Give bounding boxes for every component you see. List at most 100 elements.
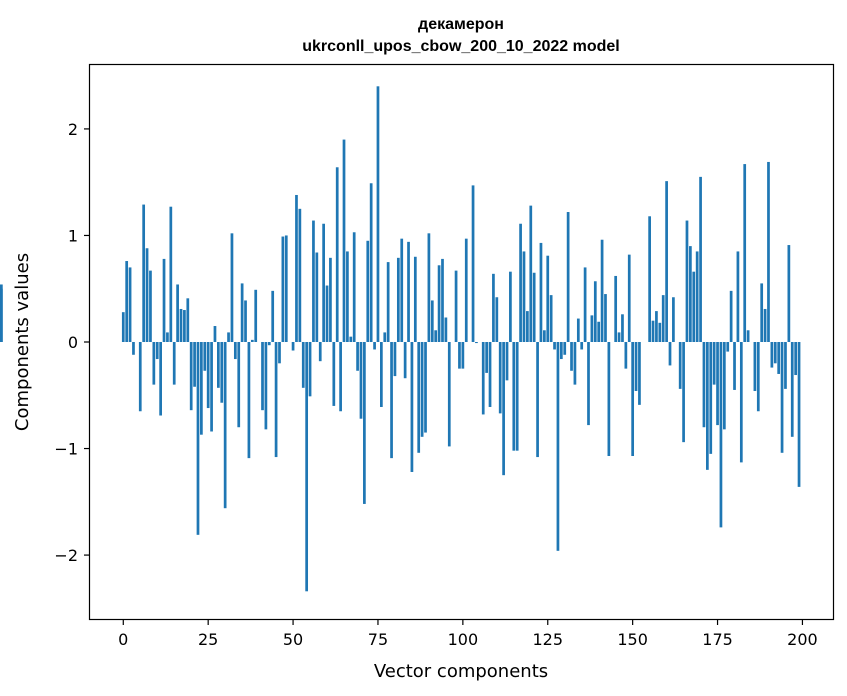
bar	[658, 322, 662, 342]
bar	[162, 258, 166, 342]
bar	[682, 342, 685, 443]
bar	[797, 342, 801, 487]
bar	[200, 342, 203, 435]
bar	[600, 239, 604, 342]
bar	[152, 342, 156, 385]
bar	[485, 342, 488, 373]
bar	[471, 185, 475, 342]
bar	[318, 342, 322, 362]
bar	[132, 342, 135, 355]
bar	[756, 342, 760, 412]
x-axis-ticks: 0 25 50 75 100 125 150 175 200	[118, 619, 818, 649]
bar	[570, 342, 573, 371]
bar	[407, 241, 410, 342]
bar	[576, 318, 580, 342]
bar	[220, 342, 224, 403]
bar	[767, 161, 770, 342]
bar	[339, 342, 342, 412]
bar	[376, 86, 380, 342]
bar	[475, 342, 478, 344]
bar	[559, 342, 563, 360]
bar	[736, 251, 740, 342]
y-tick-label: 1	[68, 226, 78, 245]
bar	[301, 342, 305, 388]
x-tick-label: 50	[283, 630, 303, 649]
bar	[176, 284, 179, 342]
bar	[213, 326, 217, 342]
bar	[380, 342, 383, 407]
bar	[125, 261, 129, 342]
bar	[169, 206, 173, 342]
bar	[753, 342, 757, 392]
bar	[335, 167, 339, 342]
bar	[325, 285, 329, 342]
bar	[223, 342, 227, 509]
bar	[590, 315, 594, 342]
bar	[193, 342, 196, 387]
bar	[678, 342, 682, 389]
bar	[206, 342, 210, 409]
bar	[410, 342, 414, 472]
x-tick-label: 25	[198, 630, 218, 649]
bar	[580, 342, 584, 350]
bar	[274, 342, 278, 458]
bar	[743, 164, 747, 342]
bar	[349, 336, 353, 342]
bar	[597, 321, 601, 342]
bar	[461, 342, 465, 369]
bar	[648, 216, 651, 342]
bar	[278, 342, 281, 364]
bar	[617, 332, 621, 342]
bar	[505, 342, 509, 381]
bar	[722, 342, 726, 430]
bar	[210, 342, 213, 432]
bar	[227, 332, 230, 342]
bar	[396, 257, 400, 342]
bar	[773, 342, 777, 364]
bar	[145, 248, 149, 342]
bar	[417, 342, 421, 453]
bar	[281, 236, 285, 342]
x-tick-label: 75	[368, 630, 388, 649]
bar	[359, 342, 363, 419]
bar	[794, 342, 798, 376]
y-axis-ticks: −2 −1 0 1 2	[54, 120, 90, 565]
bars-group	[0, 86, 801, 592]
bar	[217, 342, 220, 388]
bar	[403, 342, 407, 379]
bar	[526, 311, 529, 342]
plot-frame	[88, 63, 835, 621]
bar	[481, 342, 485, 415]
bar	[295, 194, 298, 342]
bar	[719, 342, 723, 528]
bar	[549, 295, 553, 342]
bar	[702, 342, 706, 428]
bar	[790, 342, 794, 437]
bar	[536, 342, 539, 458]
bar	[492, 273, 495, 342]
bar	[519, 223, 522, 342]
bar	[254, 289, 258, 342]
bar	[655, 311, 658, 342]
y-axis-label: Components values	[12, 253, 33, 431]
y-tick-label: −2	[54, 546, 78, 565]
bar	[138, 342, 142, 412]
bar	[566, 212, 570, 342]
bar	[583, 267, 587, 342]
bar	[746, 330, 750, 342]
bar	[356, 342, 359, 371]
bar	[543, 330, 546, 342]
bar	[420, 342, 424, 437]
bar	[706, 342, 709, 470]
bar	[240, 283, 244, 342]
bar	[780, 342, 784, 453]
bar	[515, 342, 519, 451]
bar	[142, 204, 146, 342]
bar	[498, 342, 502, 414]
bar	[447, 342, 451, 447]
bar	[512, 342, 516, 451]
bar	[352, 232, 356, 342]
bar	[665, 181, 668, 342]
bar	[363, 342, 366, 504]
